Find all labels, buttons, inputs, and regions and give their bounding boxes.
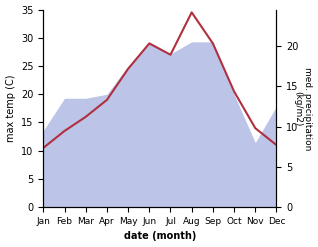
Y-axis label: max temp (C): max temp (C) [5,75,16,142]
Y-axis label: med. precipitation
(kg/m2): med. precipitation (kg/m2) [293,67,313,150]
X-axis label: date (month): date (month) [124,231,196,242]
